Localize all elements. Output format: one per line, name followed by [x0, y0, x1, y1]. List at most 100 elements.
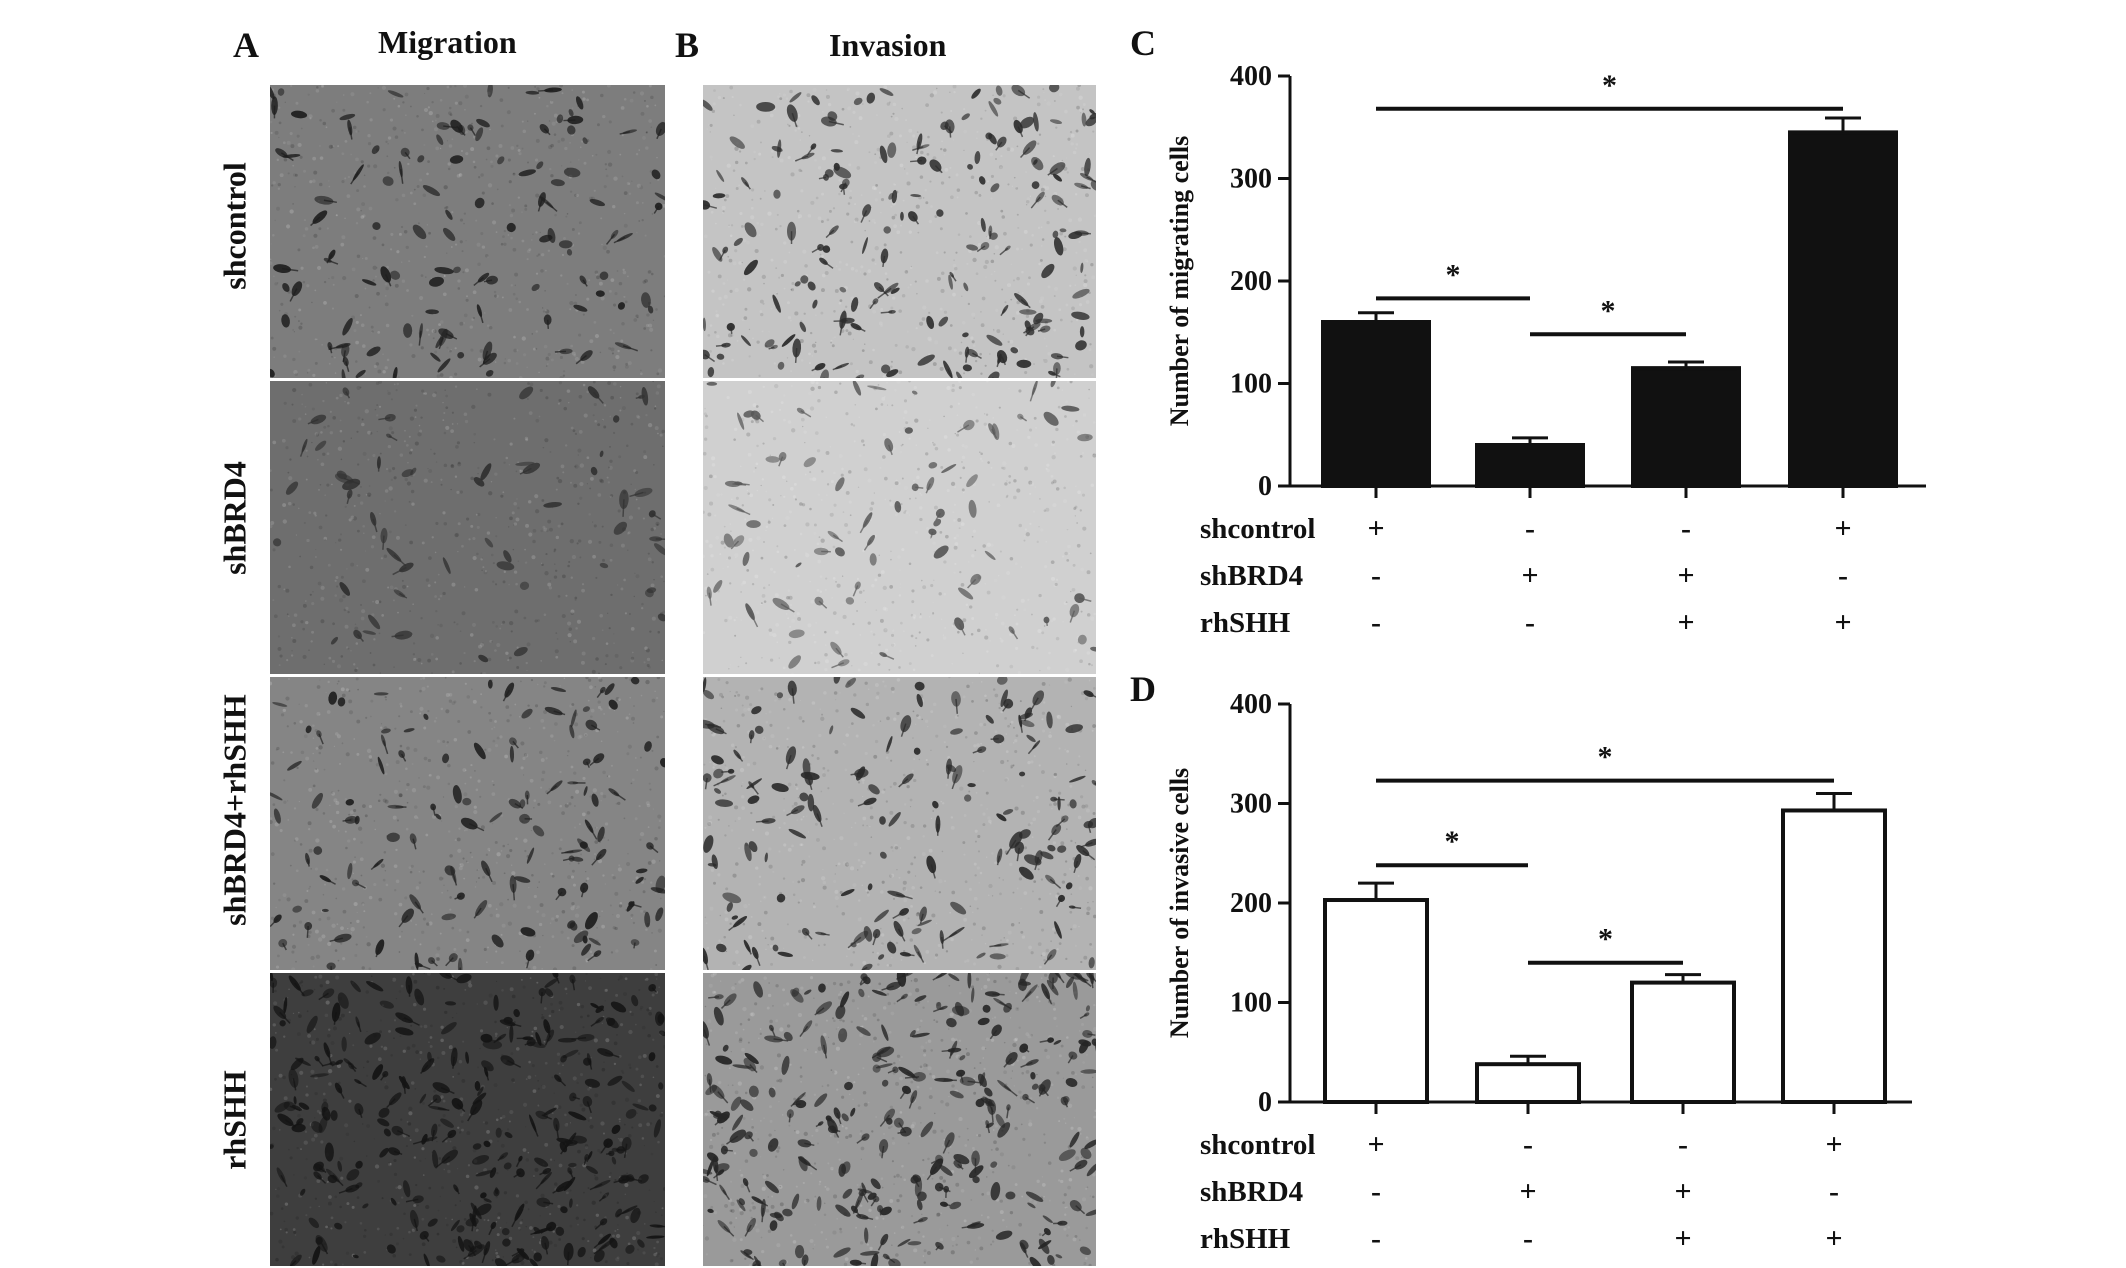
- stained-cell: [933, 518, 942, 527]
- stained-cell: [381, 728, 391, 734]
- stained-cell: [376, 456, 381, 469]
- stained-cell: [581, 943, 592, 956]
- stained-cell: [1033, 312, 1044, 325]
- stained-cell: [1038, 1240, 1052, 1250]
- stained-cell: [838, 1028, 848, 1043]
- stained-cell: [985, 1122, 994, 1129]
- stained-cell: [1048, 85, 1060, 93]
- stained-cell: [748, 730, 755, 740]
- stained-cell: [1025, 1191, 1044, 1202]
- stained-cell: [655, 121, 665, 136]
- stained-cell: [453, 266, 461, 274]
- stained-cell: [472, 1143, 482, 1150]
- stained-cell: [769, 1220, 778, 1231]
- y-tick-label: 0: [1258, 1087, 1272, 1118]
- stained-cell: [287, 760, 302, 771]
- stained-cell: [1057, 796, 1061, 811]
- stained-cell: [534, 1157, 549, 1167]
- stained-cell: [920, 1121, 934, 1138]
- stained-cell: [833, 1247, 851, 1258]
- stained-cell: [648, 1104, 657, 1112]
- stained-cell: [799, 321, 807, 333]
- stained-cell: [722, 892, 742, 904]
- stained-cell: [1079, 326, 1085, 338]
- significance-star: *: [1445, 825, 1460, 858]
- stained-cell: [310, 414, 327, 425]
- stained-cell: [850, 707, 866, 719]
- stained-cell: [936, 209, 944, 217]
- stained-cell: [711, 854, 718, 869]
- stained-cell: [519, 386, 534, 400]
- stained-cell: [886, 369, 899, 378]
- stained-cell: [377, 1118, 390, 1127]
- stained-cell: [1033, 112, 1039, 132]
- factor-sign: -: [1838, 559, 1848, 592]
- stained-cell: [850, 297, 859, 312]
- y-tick-label: 100: [1230, 369, 1272, 400]
- stained-cell: [878, 954, 885, 960]
- stained-cell: [966, 474, 978, 488]
- stained-cell: [290, 110, 308, 119]
- stained-cell: [997, 1122, 1011, 1138]
- stained-cell: [870, 1178, 881, 1190]
- significance-star: *: [1446, 258, 1461, 291]
- stained-cell: [765, 456, 780, 463]
- stained-cell: [480, 1192, 487, 1199]
- stained-cell: [569, 974, 576, 984]
- stained-cell: [582, 935, 588, 944]
- stained-cell: [1085, 1208, 1096, 1216]
- bar: [1631, 366, 1741, 488]
- stained-cell: [484, 537, 494, 548]
- stained-cell: [993, 97, 1002, 105]
- stained-cell: [480, 463, 492, 481]
- stained-cell: [293, 1096, 297, 1105]
- stained-cell: [495, 1127, 502, 1138]
- stained-cell: [963, 282, 969, 292]
- stained-cell: [313, 1161, 324, 1172]
- stained-cell: [716, 353, 725, 360]
- y-tick-label: 300: [1230, 164, 1272, 195]
- stained-cell: [277, 88, 285, 96]
- stained-cell: [777, 951, 793, 957]
- stained-cell: [557, 1037, 577, 1043]
- factor-sign: +: [1834, 606, 1851, 639]
- stained-cell: [967, 163, 973, 170]
- stained-cell: [573, 304, 588, 312]
- stained-cell: [867, 883, 873, 891]
- stained-cell: [797, 1139, 812, 1148]
- stained-cell: [926, 315, 935, 329]
- stained-cell: [281, 314, 290, 328]
- stained-cell: [456, 1225, 465, 1233]
- stained-cell: [768, 1087, 776, 1098]
- stained-cell: [503, 550, 512, 563]
- stained-cell: [1088, 817, 1096, 829]
- stained-cell: [647, 305, 654, 314]
- stained-cell: [1019, 309, 1037, 315]
- stained-cell: [313, 846, 323, 855]
- stained-cell: [968, 499, 977, 518]
- stained-cell: [1061, 405, 1080, 412]
- stained-cell: [582, 137, 588, 145]
- stained-cell: [436, 134, 444, 145]
- stained-cell: [409, 833, 417, 844]
- stained-cell: [950, 728, 963, 735]
- stained-cell: [295, 1057, 311, 1066]
- stained-cell: [950, 901, 967, 915]
- factor-label: rhSHH: [1200, 1223, 1291, 1255]
- stained-cell: [892, 1066, 899, 1074]
- stained-cell: [599, 562, 609, 569]
- stained-cell: [657, 1013, 665, 1024]
- stained-cell: [884, 438, 894, 452]
- stained-cell: [437, 358, 451, 373]
- stained-cell: [608, 699, 618, 710]
- stained-cell: [791, 1193, 800, 1210]
- stained-cell: [372, 1064, 384, 1080]
- stained-cell: [802, 758, 811, 777]
- stained-cell: [712, 1156, 719, 1174]
- bar: [1781, 808, 1887, 1104]
- stained-cell: [452, 785, 462, 804]
- stained-cell: [844, 1081, 853, 1091]
- stained-cell: [378, 1107, 390, 1118]
- factor-label: shBRD4: [1200, 1176, 1303, 1208]
- stained-cell: [984, 550, 996, 561]
